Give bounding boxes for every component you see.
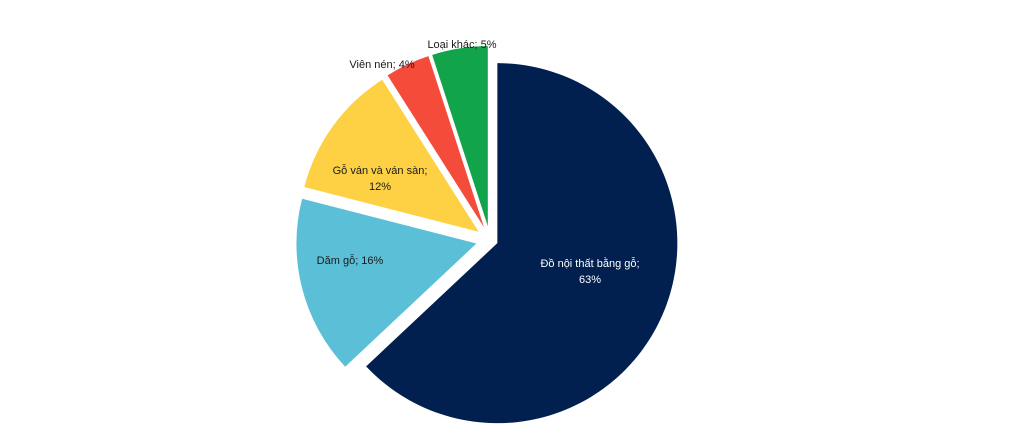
pie-slice-label-0: Đồ nội thất bằng gỗ; 63% xyxy=(540,257,639,286)
pie-slice-2 xyxy=(304,79,479,232)
pie-slice-label-3: Viên nén; 4% xyxy=(349,59,414,71)
pie-slice-label-4: Loại khác; 5% xyxy=(427,39,496,51)
pie-slice-3 xyxy=(387,56,485,228)
pie-slice-label-2: Gỗ ván và ván sàn; 12% xyxy=(333,164,428,193)
pie-slice-4 xyxy=(432,46,488,227)
pie-slice-0 xyxy=(366,63,678,424)
pie-slice-label-1: Dăm gỗ; 16% xyxy=(317,254,384,267)
pie-slice-1 xyxy=(296,198,477,367)
